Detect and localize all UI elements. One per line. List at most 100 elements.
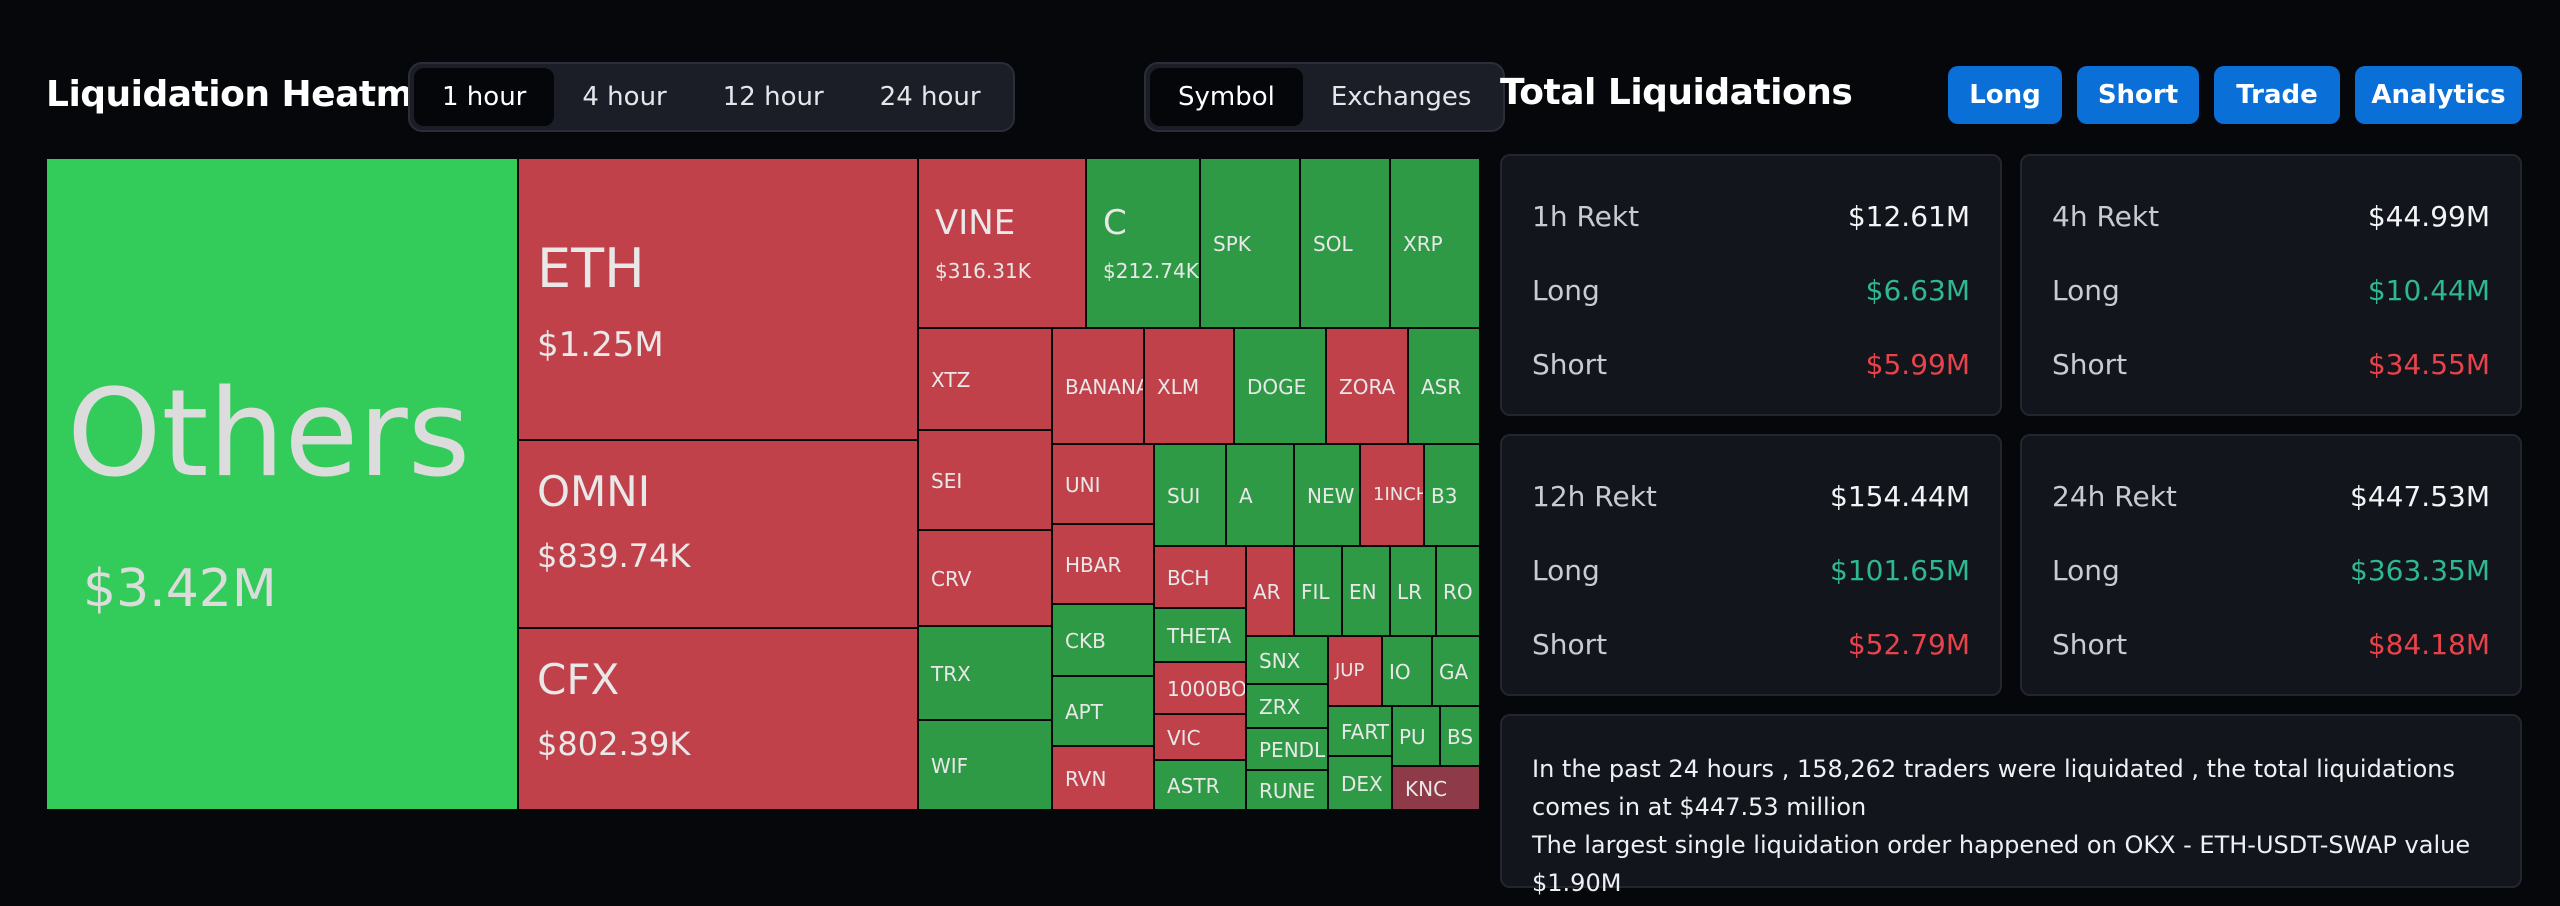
heatmap-cell-omni[interactable]: OMNI $839.74K xyxy=(518,440,918,628)
heatmap-cell-c[interactable]: C $212.74K xyxy=(1086,158,1200,328)
cell-symbol: TRX xyxy=(931,662,971,686)
short-label: Short xyxy=(1532,628,1608,661)
heatmap-cell-bch[interactable]: BCH xyxy=(1154,546,1246,608)
summary-line-1: In the past 24 hours , 158,262 traders w… xyxy=(1532,755,2456,821)
long-value: $363.35M xyxy=(2350,554,2490,587)
tab-exchanges[interactable]: Exchanges xyxy=(1330,82,1472,112)
long-label: Long xyxy=(2052,274,2120,307)
tab-12-hour[interactable]: 12 hour xyxy=(722,82,824,112)
heatmap-cell-banana[interactable]: BANANA xyxy=(1052,328,1144,444)
rekt-card-1h: 1h Rekt $12.61M Long $6.63M Short $5.99M xyxy=(1500,154,2002,416)
cell-symbol: XRP xyxy=(1403,232,1443,256)
heatmap-cell-cfx[interactable]: CFX $802.39K xyxy=(518,628,918,810)
cell-symbol: KNC xyxy=(1405,777,1448,801)
heatmap-cell-doge[interactable]: DOGE xyxy=(1234,328,1326,444)
heatmap-cell-new[interactable]: NEW xyxy=(1294,444,1360,546)
heatmap-cell-bs[interactable]: BS xyxy=(1440,706,1480,766)
cell-symbol: OMNI xyxy=(537,467,651,516)
heatmap-cell-theta[interactable]: THETA xyxy=(1154,608,1246,662)
cell-symbol: FART xyxy=(1341,720,1390,744)
long-button[interactable]: Long xyxy=(1948,66,2062,124)
heatmap-cell-lr[interactable]: LR xyxy=(1390,546,1436,636)
short-value: $52.79M xyxy=(1847,628,1970,661)
heatmap-cell-ckb[interactable]: CKB xyxy=(1052,604,1154,676)
card-label: 24h Rekt xyxy=(2052,480,2177,513)
cell-symbol: SOL xyxy=(1313,232,1353,256)
heatmap-cell-xlm[interactable]: XLM xyxy=(1144,328,1234,444)
heatmap-cell-asr[interactable]: ASR xyxy=(1408,328,1480,444)
long-label: Long xyxy=(2052,554,2120,587)
cell-symbol: DOGE xyxy=(1247,375,1307,399)
heatmap-cell-sui[interactable]: SUI xyxy=(1154,444,1226,546)
cell-symbol: ASR xyxy=(1421,375,1462,399)
heatmap-cell-sei[interactable]: SEI xyxy=(918,430,1052,530)
heatmap-cell-jup[interactable]: JUP xyxy=(1328,636,1382,706)
heatmap-cell-hbar[interactable]: HBAR xyxy=(1052,524,1154,604)
heatmap-cell-vic[interactable]: VIC xyxy=(1154,714,1246,760)
short-button[interactable]: Short xyxy=(2077,66,2199,124)
heatmap-cell-crv[interactable]: CRV xyxy=(918,530,1052,626)
heatmap-cell-dex[interactable]: DEX xyxy=(1328,756,1392,810)
heatmap-cell-fil[interactable]: FIL xyxy=(1294,546,1342,636)
long-value: $101.65M xyxy=(1830,554,1970,587)
heatmap-cell-en[interactable]: EN xyxy=(1342,546,1390,636)
heatmap-cell-uni[interactable]: UNI xyxy=(1052,444,1154,524)
liquidation-summary: In the past 24 hours , 158,262 traders w… xyxy=(1500,714,2522,897)
heatmap-cell-ro[interactable]: RO xyxy=(1436,546,1480,636)
cell-symbol: Others xyxy=(67,365,471,504)
heatmap-cell-1inch[interactable]: 1INCH xyxy=(1360,444,1424,546)
cell-symbol: SEI xyxy=(931,469,963,493)
cell-symbol: ETH xyxy=(537,237,645,300)
rekt-card-24h: 24h Rekt $447.53M Long $363.35M Short $84.1… xyxy=(2020,434,2522,696)
heatmap-cell-vine[interactable]: VINE $316.31K xyxy=(918,158,1086,328)
heatmap-cell-trx[interactable]: TRX xyxy=(918,626,1052,720)
cell-symbol: CRV xyxy=(931,567,972,591)
heatmap-cell-spk[interactable]: SPK xyxy=(1200,158,1300,328)
heatmap-cell-astr[interactable]: ASTR xyxy=(1154,760,1246,810)
heatmap-cell-snx[interactable]: SNX xyxy=(1246,636,1328,684)
heatmap-cell-rvn[interactable]: RVN xyxy=(1052,746,1154,810)
cell-symbol: HBAR xyxy=(1065,553,1122,577)
heatmap-cell-rune[interactable]: RUNE xyxy=(1246,770,1328,810)
heatmap-cell-zora[interactable]: ZORA xyxy=(1326,328,1408,444)
cell-symbol: WIF xyxy=(931,754,969,778)
tab-24-hour[interactable]: 24 hour xyxy=(879,82,981,112)
heatmap-cell-a[interactable]: A xyxy=(1226,444,1294,546)
heatmap-cell-io[interactable]: IO xyxy=(1382,636,1432,706)
cell-symbol: DEX xyxy=(1341,772,1383,796)
cell-value: $1.25M xyxy=(537,325,664,365)
cell-symbol: CKB xyxy=(1065,629,1106,653)
heatmap-cell-xrp[interactable]: XRP xyxy=(1390,158,1480,328)
tab-1-hour[interactable]: 1 hour xyxy=(414,68,555,126)
heatmap-cell-apt[interactable]: APT xyxy=(1052,676,1154,746)
heatmap-cell-ga[interactable]: GA xyxy=(1432,636,1480,706)
heatmap-cell-others[interactable]: Others $3.42M xyxy=(46,158,518,810)
heatmap-cell-xtz[interactable]: XTZ xyxy=(918,328,1052,430)
tab-symbol[interactable]: Symbol xyxy=(1150,68,1303,126)
card-label: 12h Rekt xyxy=(1532,480,1657,513)
cell-symbol: SNX xyxy=(1259,649,1301,673)
heatmap-cell-b3[interactable]: B3 xyxy=(1424,444,1480,546)
heatmap-cell-knc[interactable]: KNC xyxy=(1392,766,1480,810)
heatmap-cell-1000bonk[interactable]: 1000BONK xyxy=(1154,662,1246,714)
cell-symbol: CFX xyxy=(537,655,620,704)
heatmap-cell-pendle[interactable]: PENDLE xyxy=(1246,728,1328,770)
cell-symbol: XTZ xyxy=(931,368,971,392)
heatmap-cell-ar[interactable]: AR xyxy=(1246,546,1294,636)
cell-symbol: 1000BONK xyxy=(1167,677,1246,701)
heatmap-cell-sol[interactable]: SOL xyxy=(1300,158,1390,328)
tab-4-hour[interactable]: 4 hour xyxy=(582,82,667,112)
trade-button[interactable]: Trade xyxy=(2214,66,2340,124)
heatmap-cell-pu[interactable]: PU xyxy=(1392,706,1440,766)
short-value: $5.99M xyxy=(1865,348,1970,381)
cell-symbol: FIL xyxy=(1301,580,1330,604)
heatmap-cell-wif[interactable]: WIF xyxy=(918,720,1052,810)
heatmap-cell-zrx[interactable]: ZRX xyxy=(1246,684,1328,728)
heatmap-cell-fart[interactable]: FART xyxy=(1328,706,1392,756)
long-value: $6.63M xyxy=(1865,274,1970,307)
cell-value: $802.39K xyxy=(537,725,691,763)
cell-symbol: ZORA xyxy=(1339,375,1396,399)
analytics-button[interactable]: Analytics xyxy=(2355,66,2522,124)
heatmap-cell-eth[interactable]: ETH $1.25M xyxy=(518,158,918,440)
cell-symbol: B3 xyxy=(1431,484,1458,508)
